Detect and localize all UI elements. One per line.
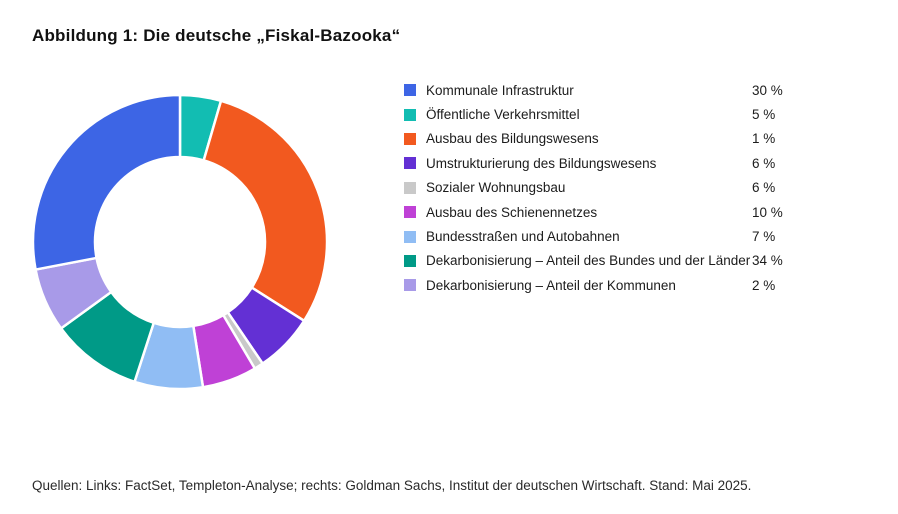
legend-value: 10 % bbox=[752, 204, 783, 220]
legend-swatch bbox=[404, 132, 416, 145]
donut-chart-area bbox=[28, 90, 332, 394]
donut-chart bbox=[31, 93, 329, 391]
legend-value: 2 % bbox=[752, 277, 776, 293]
legend-item: Ausbau des Bildungswesens 1 % bbox=[404, 127, 796, 151]
legend-swatch bbox=[404, 279, 416, 292]
legend-swatch bbox=[404, 254, 416, 267]
legend-swatch bbox=[404, 230, 416, 243]
donut-segment-8 bbox=[31, 93, 182, 272]
legend-item: Dekarbonisierung – Anteil der Kommunen 2… bbox=[404, 273, 796, 297]
legend-item: Dekarbonisierung – Anteil des Bundes und… bbox=[404, 249, 796, 273]
legend-label: Kommunale Infrastruktur bbox=[426, 82, 574, 98]
figure-title: Abbildung 1: Die deutsche „Fiskal-Bazook… bbox=[32, 26, 401, 45]
legend-item: Umstrukturierung des Bildungswesens 6 % bbox=[404, 151, 796, 175]
legend-swatch bbox=[404, 181, 416, 194]
source-note: Quellen: Links: FactSet, Templeton-Analy… bbox=[32, 478, 752, 493]
legend-item: Bundesstraßen und Autobahnen 7 % bbox=[404, 224, 796, 248]
legend-label: Umstrukturierung des Bildungswesens bbox=[426, 155, 657, 171]
legend-item: Ausbau des Schienennetzes 10 % bbox=[404, 200, 796, 224]
legend-value: 34 % bbox=[752, 253, 783, 269]
legend-swatch bbox=[404, 108, 416, 121]
legend-value: 1 % bbox=[752, 131, 776, 147]
legend-item: Sozialer Wohnungsbau 6 % bbox=[404, 176, 796, 200]
legend-swatch bbox=[404, 84, 416, 97]
legend-label: Dekarbonisierung – Anteil des Bundes und… bbox=[426, 253, 751, 269]
legend-label: Bundesstraßen und Autobahnen bbox=[426, 229, 620, 245]
legend-value: 6 % bbox=[752, 180, 776, 196]
legend-label: Ausbau des Bildungswesens bbox=[426, 131, 599, 147]
legend-label: Öffentliche Verkehrsmittel bbox=[426, 107, 580, 123]
legend-label: Ausbau des Schienennetzes bbox=[426, 204, 598, 220]
legend-label: Sozialer Wohnungsbau bbox=[426, 180, 566, 196]
legend-swatch bbox=[404, 157, 416, 170]
legend-value: 5 % bbox=[752, 107, 776, 123]
legend-item: Kommunale Infrastruktur 30 % bbox=[404, 78, 796, 102]
legend-value: 30 % bbox=[752, 82, 783, 98]
legend: Kommunale Infrastruktur 30 % Öffentliche… bbox=[404, 78, 796, 298]
legend-label: Dekarbonisierung – Anteil der Kommunen bbox=[426, 277, 676, 293]
legend-item: Öffentliche Verkehrsmittel 5 % bbox=[404, 102, 796, 126]
legend-swatch bbox=[404, 206, 416, 219]
legend-value: 6 % bbox=[752, 155, 776, 171]
legend-value: 7 % bbox=[752, 229, 776, 245]
donut-segment-1 bbox=[202, 99, 329, 323]
